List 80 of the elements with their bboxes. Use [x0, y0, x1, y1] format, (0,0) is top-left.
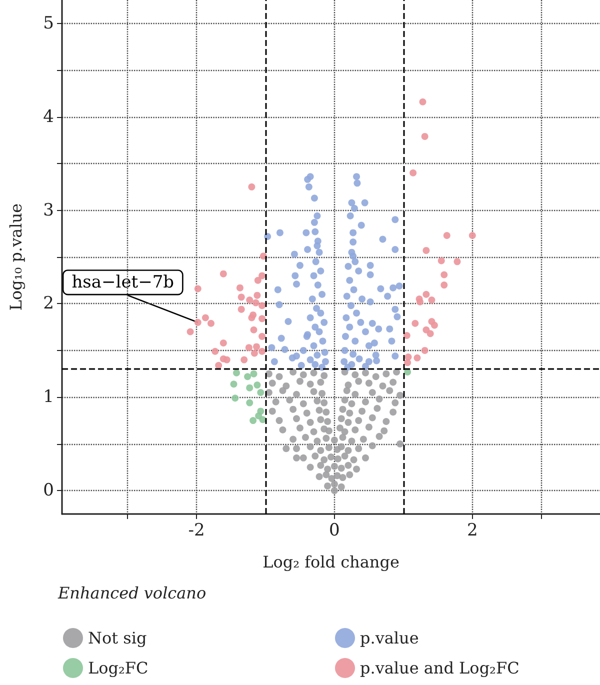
point	[440, 271, 448, 278]
point	[252, 299, 260, 306]
point	[468, 232, 476, 240]
point	[220, 339, 227, 346]
legend-label: p.value	[360, 628, 419, 648]
point	[250, 417, 257, 424]
y-tick-label: 4	[43, 106, 54, 127]
point	[240, 356, 248, 364]
point	[194, 285, 202, 292]
point	[215, 362, 222, 369]
point	[250, 370, 258, 378]
point	[258, 302, 266, 310]
point	[438, 257, 445, 264]
point	[414, 354, 421, 362]
point	[416, 298, 424, 306]
point	[212, 348, 219, 355]
point	[254, 292, 261, 299]
point	[422, 290, 430, 298]
legend-label: Not sig	[88, 628, 147, 648]
y-tick-label: 5	[43, 13, 54, 34]
point	[248, 314, 256, 322]
point	[202, 314, 209, 322]
y-tick-label: 0	[43, 480, 54, 501]
y-axis-title: Log₁₀ p.value	[6, 203, 26, 311]
point	[254, 382, 261, 389]
point	[258, 348, 266, 355]
x-tick-label: -2	[188, 520, 205, 540]
point	[443, 232, 450, 240]
point	[258, 315, 266, 322]
point	[404, 354, 412, 360]
point	[260, 252, 267, 260]
point	[238, 306, 245, 313]
point	[246, 399, 254, 406]
y-tick-label: 1	[43, 387, 54, 408]
point	[454, 258, 461, 266]
point	[248, 183, 256, 190]
point	[257, 389, 264, 396]
point	[230, 380, 238, 388]
x-tick-label: 2	[466, 520, 478, 540]
point	[194, 318, 202, 326]
point	[421, 132, 428, 140]
point	[430, 322, 438, 329]
point	[233, 369, 240, 376]
point	[244, 373, 252, 380]
legend-label: p.value and Log₂FC	[360, 658, 520, 678]
legend-label: Log₂FC	[88, 658, 148, 678]
x-tick-label: 0	[329, 520, 340, 540]
point	[428, 296, 436, 304]
point	[236, 284, 244, 292]
y-tick-label: 3	[43, 200, 54, 220]
point	[238, 294, 245, 301]
point	[223, 356, 230, 364]
point	[186, 328, 194, 336]
point	[253, 343, 260, 350]
point	[259, 416, 266, 424]
point	[250, 326, 258, 334]
y-tick-label: 2	[43, 294, 54, 314]
point	[250, 350, 258, 357]
point	[421, 346, 428, 354]
x-axis-title: Log₂ fold change	[262, 552, 400, 572]
point	[404, 359, 412, 366]
point	[403, 332, 410, 339]
point	[232, 394, 239, 402]
point	[245, 344, 252, 352]
point	[207, 320, 214, 327]
legend-title: Enhanced volcano	[57, 584, 206, 602]
point	[426, 330, 434, 338]
point	[440, 282, 448, 289]
point	[412, 320, 419, 327]
point	[422, 326, 430, 334]
point	[410, 169, 417, 176]
point	[246, 384, 254, 392]
point	[258, 332, 266, 340]
point	[419, 98, 426, 106]
point	[254, 276, 262, 284]
point	[220, 270, 227, 278]
point	[422, 246, 430, 254]
annotation: hsa−let−7b	[72, 272, 174, 292]
point	[246, 296, 254, 304]
point	[258, 272, 266, 280]
